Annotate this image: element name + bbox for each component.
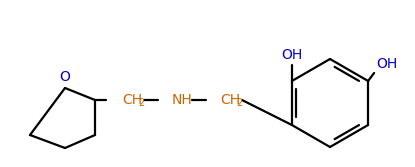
Text: 2: 2 bbox=[236, 98, 242, 108]
Text: OH: OH bbox=[376, 57, 397, 71]
Text: 2: 2 bbox=[138, 98, 144, 108]
Text: O: O bbox=[60, 70, 71, 84]
Text: CH: CH bbox=[122, 93, 142, 107]
Text: CH: CH bbox=[220, 93, 240, 107]
Text: NH: NH bbox=[172, 93, 193, 107]
Text: OH: OH bbox=[281, 48, 303, 62]
